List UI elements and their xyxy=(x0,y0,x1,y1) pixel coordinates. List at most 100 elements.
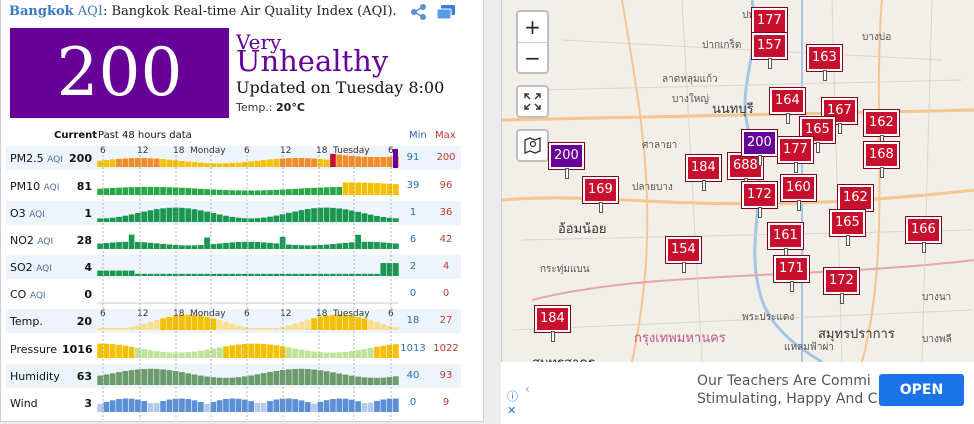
row-label: PM2.5 AQI xyxy=(10,152,63,165)
history-bar xyxy=(304,158,311,167)
history-bar xyxy=(348,351,355,358)
row-label: PM10 AQI xyxy=(10,180,60,193)
history-bar xyxy=(97,343,103,358)
history-bar xyxy=(304,245,311,249)
cards-icon[interactable] xyxy=(435,3,455,21)
map-place-label: นนทบุรี xyxy=(712,102,754,117)
aqi-marker[interactable]: 171 xyxy=(774,256,809,291)
history-bar xyxy=(355,182,361,195)
ad-open-button[interactable]: OPEN xyxy=(879,374,964,406)
aqi-marker[interactable]: 163 xyxy=(807,45,842,80)
history-bar xyxy=(330,273,336,276)
history-bar xyxy=(109,159,116,167)
aqi-marker[interactable]: 168 xyxy=(864,142,899,177)
aqi-marker[interactable]: 184 xyxy=(535,306,570,341)
history-bar xyxy=(386,156,393,167)
history-bar xyxy=(348,399,355,412)
fullscreen-button[interactable] xyxy=(516,85,549,118)
share-icon[interactable] xyxy=(409,3,429,21)
aqi-marker[interactable]: 164 xyxy=(770,88,805,123)
history-bar xyxy=(323,187,330,195)
zoom-in-button[interactable]: + xyxy=(524,15,541,39)
ad-banner[interactable]: ⓘ ✕ ‹ Our Teachers Are Commi Stimulating… xyxy=(501,362,974,424)
history-bar xyxy=(128,234,135,249)
aqi-marker[interactable]: 172 xyxy=(742,182,777,217)
history-bar xyxy=(185,161,192,167)
aqi-marker[interactable]: 169 xyxy=(583,177,618,212)
history-bar xyxy=(172,273,179,276)
history-bar xyxy=(204,273,210,276)
history-bar xyxy=(223,322,229,330)
history-bar xyxy=(128,346,135,358)
history-bar xyxy=(216,214,223,222)
history-bar xyxy=(229,273,236,276)
aqi-marker[interactable]: 688 xyxy=(728,153,763,188)
history-bar xyxy=(103,188,110,195)
history-bar xyxy=(311,245,317,249)
aqi-marker[interactable]: 200 xyxy=(549,143,584,178)
history-bar xyxy=(248,375,254,385)
history-bar xyxy=(292,188,299,195)
aqi-marker[interactable]: 177 xyxy=(778,137,813,172)
aqi-marker[interactable]: 160 xyxy=(781,175,816,210)
aqi-marker[interactable]: 184 xyxy=(686,155,721,190)
history-bar xyxy=(210,213,217,222)
history-bar xyxy=(254,273,261,276)
aqi-marker[interactable]: 200 xyxy=(742,130,777,165)
aqi-marker[interactable]: 166 xyxy=(906,217,941,252)
history-bar xyxy=(380,345,387,358)
aqi-link[interactable]: AQI xyxy=(77,4,103,19)
row-min: 1013 xyxy=(400,343,426,354)
ad-close-icon[interactable]: ✕ xyxy=(507,404,517,417)
history-bar xyxy=(355,376,361,385)
aqi-marker[interactable]: 162 xyxy=(838,185,873,220)
map-place-label: บางนา xyxy=(922,292,952,303)
time-label: 6 xyxy=(388,309,394,319)
row-max: 0 xyxy=(442,288,450,299)
history-bar xyxy=(380,377,387,385)
aqi-marker[interactable]: 154 xyxy=(666,237,701,272)
history-bar xyxy=(361,213,368,222)
history-bar xyxy=(367,320,374,330)
map-background xyxy=(502,0,974,362)
history-bar xyxy=(342,242,349,249)
row-label: Pressure xyxy=(10,343,57,356)
ad-back-icon[interactable]: ‹ xyxy=(525,382,530,396)
history-bar xyxy=(172,371,179,385)
history-bar xyxy=(260,190,267,195)
history-bar xyxy=(204,163,210,167)
history-bar xyxy=(97,218,103,222)
aqi-marker[interactable]: 161 xyxy=(768,223,803,258)
map-layers-button[interactable] xyxy=(516,129,549,162)
history-bar xyxy=(342,209,349,222)
time-label: 18 xyxy=(173,309,185,319)
row-label: O3 AQI xyxy=(10,207,45,220)
history-bar xyxy=(97,160,103,167)
aqi-marker[interactable]: 165 xyxy=(830,210,865,245)
history-bar xyxy=(229,398,236,412)
history-bar xyxy=(386,217,393,222)
zoom-out-button[interactable]: − xyxy=(518,42,547,72)
aqi-marker[interactable]: 157 xyxy=(752,33,787,68)
aqi-marker[interactable]: 167 xyxy=(822,98,857,133)
aqi-marker[interactable]: 162 xyxy=(864,110,899,145)
history-bar xyxy=(128,214,135,222)
history-bar xyxy=(210,377,217,385)
history-bar xyxy=(141,242,148,249)
history-bar xyxy=(361,318,368,330)
history-bar xyxy=(141,323,148,330)
history-bar xyxy=(103,343,110,358)
history-bar xyxy=(210,163,217,167)
map-place-label: ศาลายา xyxy=(642,140,678,151)
history-bar xyxy=(355,234,361,249)
history-bar xyxy=(122,215,129,222)
ad-info-icon[interactable]: ⓘ xyxy=(507,390,518,403)
history-bar xyxy=(292,368,299,385)
history-bar xyxy=(160,318,166,330)
aqi-marker[interactable]: 172 xyxy=(824,268,859,303)
aqi-marker[interactable]: 177 xyxy=(752,8,787,43)
history-bar xyxy=(248,218,254,222)
city-link[interactable]: Bangkok xyxy=(9,4,74,19)
row-min: 2 xyxy=(409,261,417,272)
